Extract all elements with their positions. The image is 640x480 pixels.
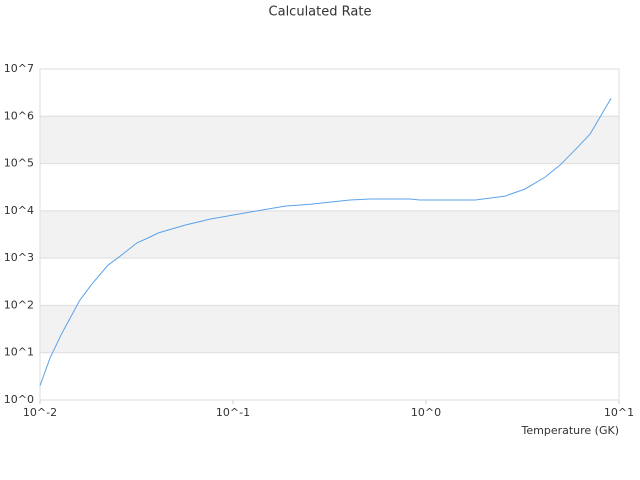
x-tick-label: 10^1 [604,406,634,419]
x-tick-label: 10^-1 [216,406,250,419]
y-tick-label: 10^2 [4,298,34,311]
grid-band [40,210,619,259]
y-tick-label: 10^5 [4,157,34,170]
y-tick-label: 10^0 [4,393,34,406]
y-tick-label: 10^6 [4,109,34,122]
data-line [39,98,612,386]
y-tick-label: 10^4 [4,204,34,217]
y-tick-label: 10^7 [4,62,34,75]
grid-band [40,305,619,353]
y-tick-label: 10^3 [4,251,34,264]
y-tick-label: 10^1 [4,346,34,359]
grid-band [40,116,619,164]
plot-frame [39,68,620,401]
x-tick-label: 10^0 [411,406,441,419]
chart-title: Calculated Rate [269,5,372,20]
x-tick-label: 10^-2 [23,406,57,419]
x-axis-label: Temperature (GK) [521,424,620,437]
